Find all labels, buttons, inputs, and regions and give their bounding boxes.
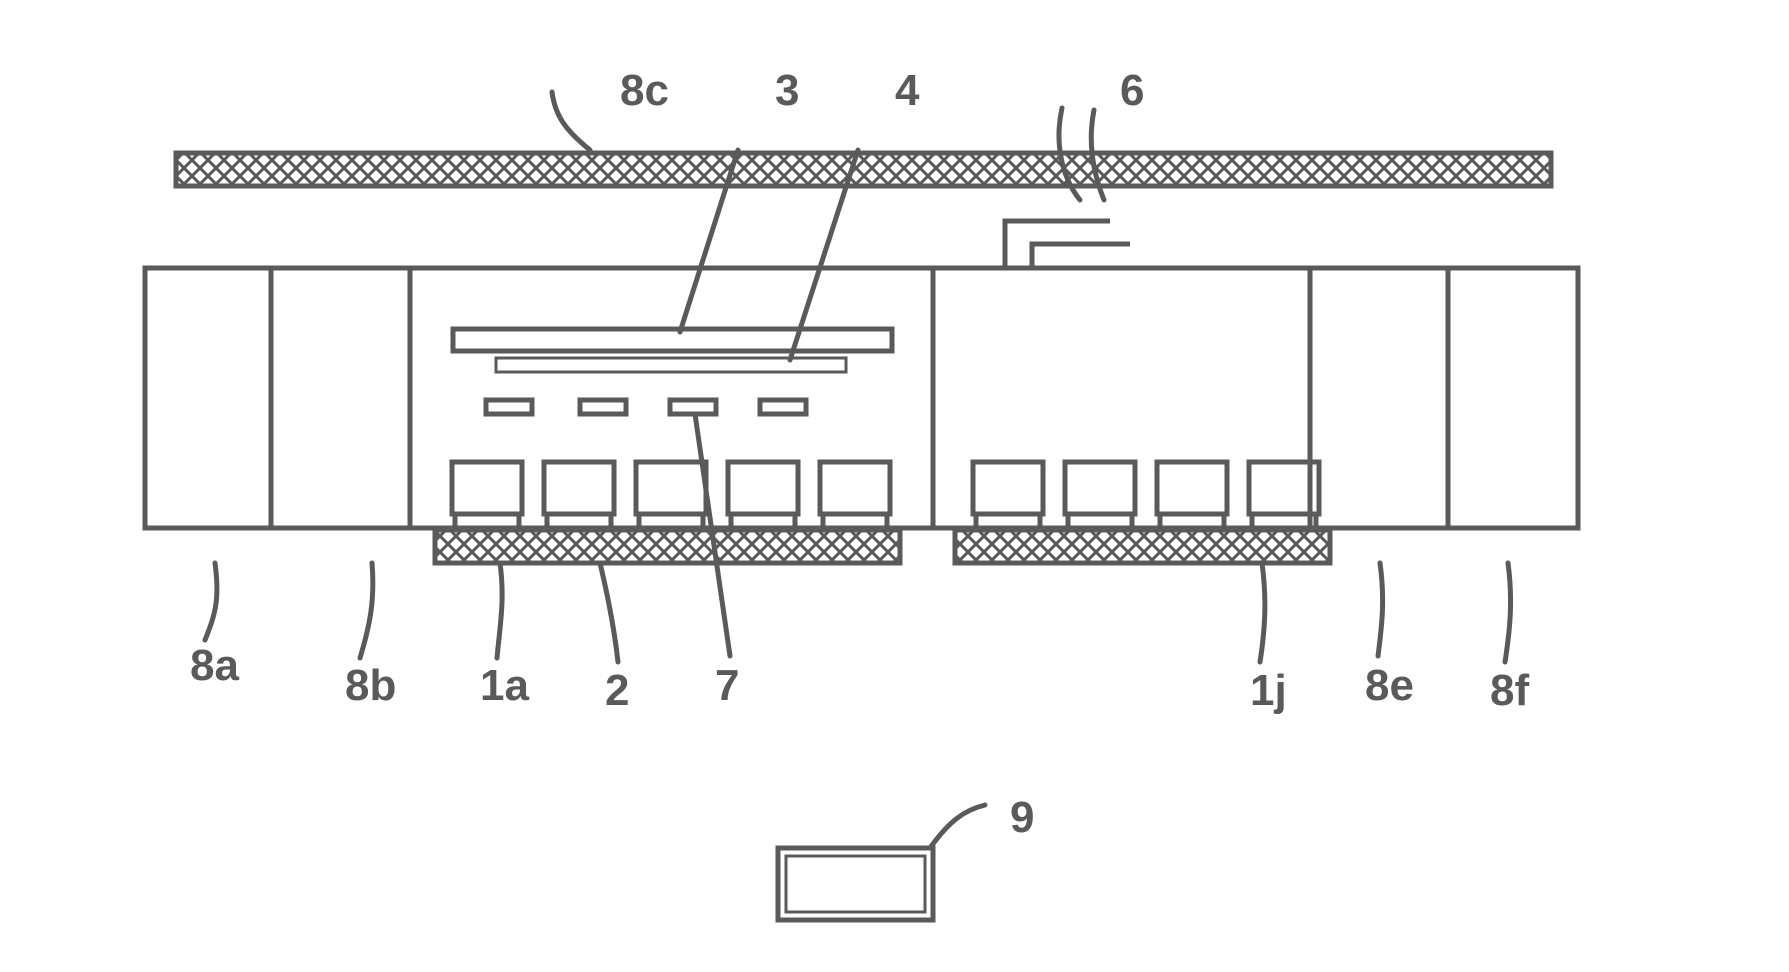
top-hatched-bar bbox=[176, 153, 1551, 186]
plate-4 bbox=[496, 358, 846, 372]
leader-8b bbox=[360, 563, 373, 658]
label-9: 9 bbox=[1010, 793, 1034, 842]
bottom-block-5 bbox=[973, 462, 1043, 514]
leader-8c bbox=[552, 92, 590, 150]
label-7: 7 bbox=[715, 661, 739, 710]
label-8c: 8c bbox=[620, 66, 669, 115]
bottom-block-7 bbox=[1157, 462, 1227, 514]
label-1j: 1j bbox=[1250, 666, 1287, 715]
small-block-0 bbox=[486, 400, 532, 414]
label-8b: 8b bbox=[345, 661, 396, 710]
leader-8f bbox=[1505, 563, 1511, 662]
small-block-1 bbox=[580, 400, 626, 414]
label-3: 3 bbox=[775, 66, 799, 115]
label-4: 4 bbox=[895, 66, 920, 115]
bottom-block-4 bbox=[820, 462, 890, 514]
plate-3 bbox=[453, 329, 892, 351]
bottom-block-3 bbox=[728, 462, 798, 514]
label-box-9-inner bbox=[786, 856, 925, 912]
main-enclosure bbox=[145, 268, 1578, 528]
bottom-block-6 bbox=[1065, 462, 1135, 514]
bottom-block-0 bbox=[452, 462, 522, 514]
label-6: 6 bbox=[1120, 66, 1144, 115]
small-block-2 bbox=[670, 400, 716, 414]
lower-hatched-right bbox=[955, 530, 1330, 563]
label-1a: 1a bbox=[480, 661, 529, 710]
small-block-3 bbox=[760, 400, 806, 414]
label-8f: 8f bbox=[1490, 666, 1529, 715]
leader-1j bbox=[1260, 563, 1265, 662]
label-8e: 8e bbox=[1365, 661, 1414, 710]
leader-2 bbox=[600, 563, 618, 662]
pipe-inner bbox=[1032, 244, 1130, 268]
bottom-block-2 bbox=[636, 462, 706, 514]
bottom-block-1 bbox=[544, 462, 614, 514]
label-2: 2 bbox=[605, 666, 629, 715]
leader-8a bbox=[205, 563, 217, 640]
lower-hatched-left bbox=[435, 530, 900, 563]
label-box-9-outer bbox=[778, 848, 933, 920]
leader-9 bbox=[930, 805, 985, 848]
label-8a: 8a bbox=[190, 641, 239, 690]
leader-8e bbox=[1378, 563, 1383, 656]
leader-1a bbox=[497, 563, 502, 658]
